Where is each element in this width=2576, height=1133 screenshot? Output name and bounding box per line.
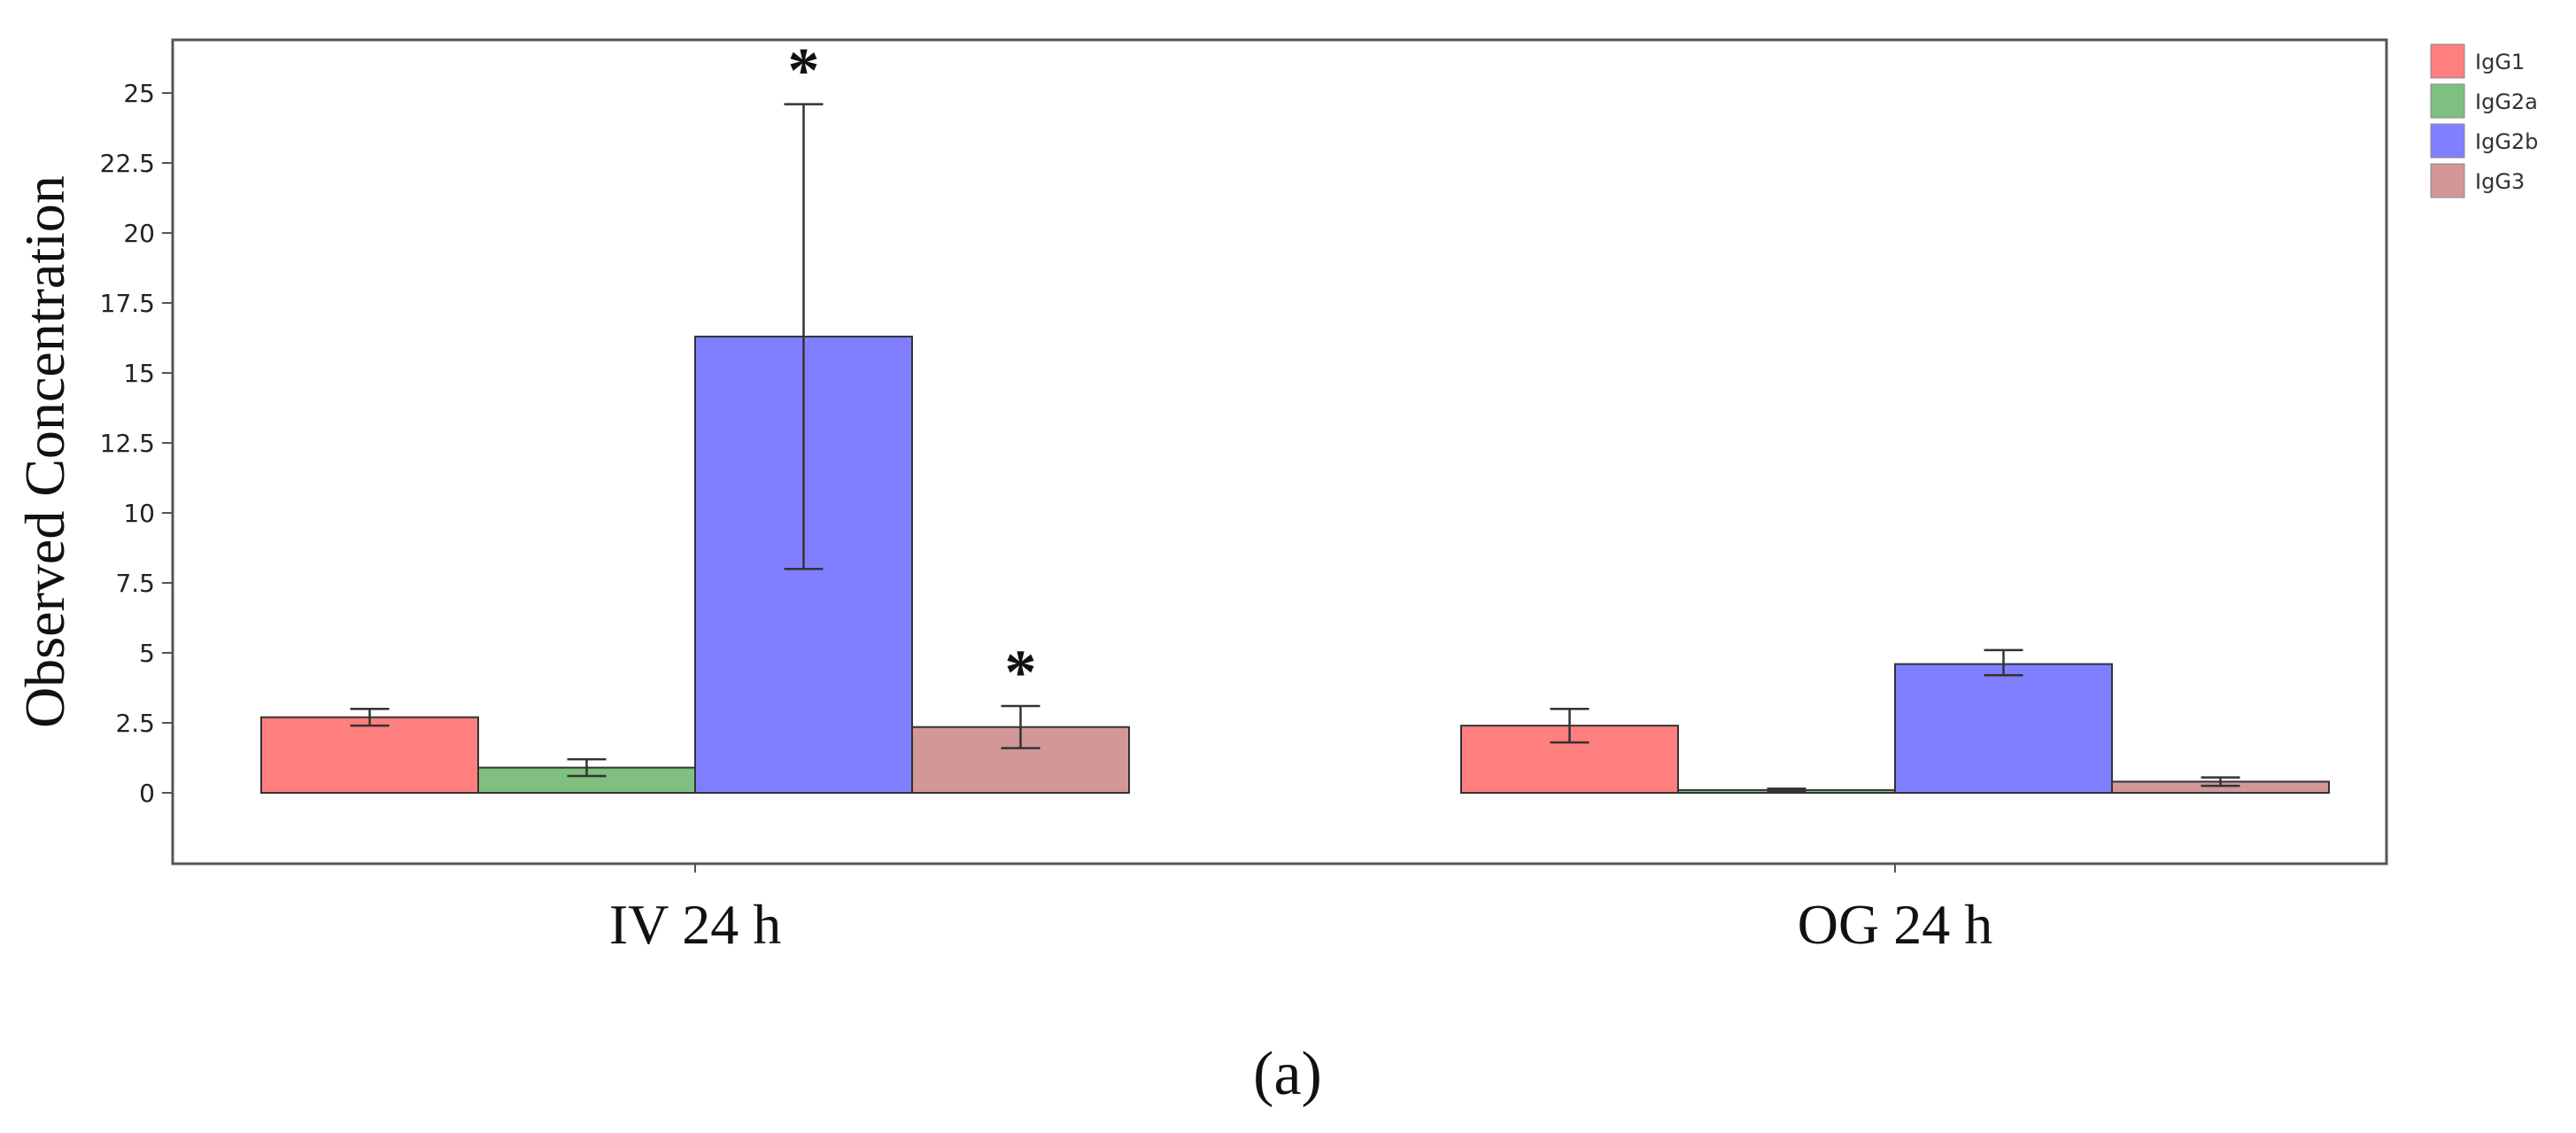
legend-swatch-igg1 — [2430, 43, 2465, 79]
y-tick-label: 7.5 — [115, 569, 155, 598]
significance-markers: ** — [788, 35, 1037, 708]
y-axis-label: Observed Concentration — [13, 175, 76, 728]
y-tick-label: 22.5 — [100, 149, 155, 178]
y-tick-label: 20 — [123, 219, 155, 248]
x-axis-categories: IV 24 h OG 24 h — [609, 864, 1992, 956]
y-tick-label: 12.5 — [100, 429, 155, 458]
panel-label: (a) — [1253, 1040, 1322, 1108]
y-tick-label: 10 — [123, 499, 155, 528]
y-axis: 0 2.5 5 7.5 10 12.5 15 17.5 20 22.5 25 — [100, 79, 173, 808]
y-tick-label: 5 — [139, 639, 155, 668]
bar-igg1-0 — [260, 716, 479, 794]
y-tick-label: 15 — [123, 359, 155, 388]
legend-label: IgG2b — [2475, 129, 2538, 154]
bar-igg2b-1 — [1894, 663, 2113, 795]
y-tick-label: 17.5 — [100, 289, 155, 318]
bars — [260, 335, 2330, 795]
y-tick-label: 2.5 — [115, 709, 155, 738]
x-category-label: IV 24 h — [609, 893, 781, 956]
significance-marker: * — [1005, 637, 1037, 708]
legend-swatch-igg2a — [2430, 83, 2465, 119]
legend-label: IgG2a — [2475, 89, 2538, 114]
legend-swatch-igg3 — [2430, 163, 2465, 198]
legend-label: IgG3 — [2475, 169, 2525, 194]
legend-label: IgG1 — [2475, 50, 2525, 74]
y-tick-label: 25 — [123, 79, 155, 108]
significance-marker: * — [788, 35, 820, 106]
x-category-label: OG 24 h — [1798, 893, 1992, 956]
y-tick-label: 0 — [139, 779, 155, 808]
legend-swatch-igg2b — [2430, 123, 2465, 159]
error-bars — [350, 103, 2240, 793]
legend: IgG1 IgG2a IgG2b IgG3 — [2430, 43, 2538, 198]
